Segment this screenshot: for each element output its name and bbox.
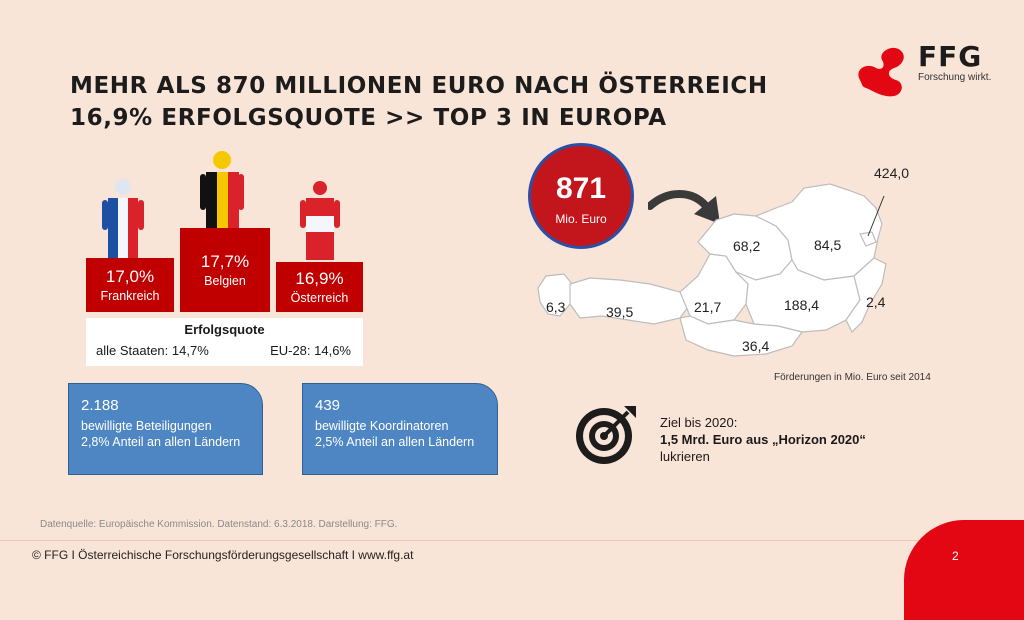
stat-value: 439: [315, 397, 341, 414]
stat-line-1: bewilligte Koordinatoren: [315, 419, 449, 433]
podium-france: 17,0% Frankreich: [86, 258, 174, 312]
podium-country: Frankreich: [100, 289, 160, 303]
goal-line-3: lukrieren: [660, 449, 710, 464]
stat-coordinators: 439 bewilligte Koordinatoren 2,5% Anteil…: [302, 383, 498, 475]
map-label-niederoesterreich: 84,5: [814, 237, 842, 253]
slide-title: MEHR ALS 870 MILLIONEN EURO NACH ÖSTERRE…: [70, 70, 830, 134]
data-source: Datenquelle: Europäische Kommission. Dat…: [40, 519, 398, 530]
title-line-2: 16,9% ERFOLGSQUOTE >> TOP 3 IN EUROPA: [70, 105, 667, 131]
goal-text: Ziel bis 2020: 1,5 Mrd. Euro aus „Horizo…: [660, 414, 866, 465]
map-label-burgenland: 2,4: [866, 294, 886, 310]
stat-line-1: bewilligte Beteiligungen: [81, 419, 212, 433]
stat-participations: 2.188 bewilligte Beteiligungen 2,8% Ante…: [68, 383, 263, 475]
footer-divider: [0, 540, 1024, 541]
quota-heading: Erfolgsquote: [184, 322, 265, 337]
austria-figure-icon: [300, 181, 340, 260]
stat-line-2: 2,5% Anteil an allen Ländern: [315, 435, 475, 449]
ffg-logo-icon: [858, 47, 904, 97]
map-label-kaernten: 36,4: [742, 338, 770, 354]
target-icon: [576, 406, 636, 464]
region-niederoesterreich: [754, 183, 883, 281]
france-figure-icon: [102, 179, 144, 258]
podium-country: Belgien: [204, 274, 246, 288]
title-line-1: MEHR ALS 870 MILLIONEN EURO NACH ÖSTERRE…: [70, 73, 768, 99]
quota-all-states: alle Staaten: 14,7%: [96, 343, 209, 358]
map-label-salzburg: 21,7: [694, 299, 722, 315]
logo-tagline: Forschung wirkt.: [918, 72, 992, 83]
map-label-steiermark: 188,4: [784, 297, 820, 313]
map-label-oberoesterreich: 68,2: [733, 238, 761, 254]
podium-percent: 16,9%: [295, 269, 344, 288]
page-number: 2: [952, 549, 959, 563]
stat-value: 2.188: [81, 397, 119, 414]
goal-line-1: Ziel bis 2020:: [660, 415, 738, 430]
map-label-wien: 424,0: [874, 165, 910, 181]
region-kaernten: [679, 315, 804, 357]
belgium-figure-icon: [200, 151, 244, 250]
page-number-badge: [904, 520, 1024, 620]
podium-percent: 17,0%: [105, 267, 155, 286]
podium-country: Österreich: [290, 291, 349, 305]
total-unit: Mio. Euro: [555, 212, 607, 226]
total-value: 871: [555, 172, 607, 205]
austria-map: [537, 183, 887, 357]
podium-austria: 16,9% Österreich: [276, 262, 363, 312]
region-burgenland: [845, 257, 887, 334]
map-label-tirol: 39,5: [606, 304, 634, 320]
curved-arrow-icon: [648, 190, 720, 224]
stat-line-2: 2,8% Anteil an allen Ländern: [81, 435, 241, 449]
goal-line-2: 1,5 Mrd. Euro aus „Horizon 2020“: [660, 432, 866, 447]
success-quota-box: Erfolgsquote alle Staaten: 14,7% EU-28: …: [86, 318, 363, 366]
logo-wordmark: FFG: [918, 40, 983, 73]
podium-belgium: 17,7% Belgien: [180, 228, 270, 312]
quota-eu28: EU-28: 14,6%: [270, 343, 351, 358]
podium-percent: 17,7%: [200, 252, 250, 271]
footer-copyright: © FFG I Österreichische Forschungsförder…: [32, 548, 414, 562]
map-note: Förderungen in Mio. Euro seit 2014: [774, 372, 931, 383]
total-funding-circle: 871 Mio. Euro: [528, 143, 634, 249]
region-wien: [859, 231, 877, 247]
map-label-vorarlberg: 6,3: [546, 299, 566, 315]
wien-pointer-line: [867, 195, 885, 237]
